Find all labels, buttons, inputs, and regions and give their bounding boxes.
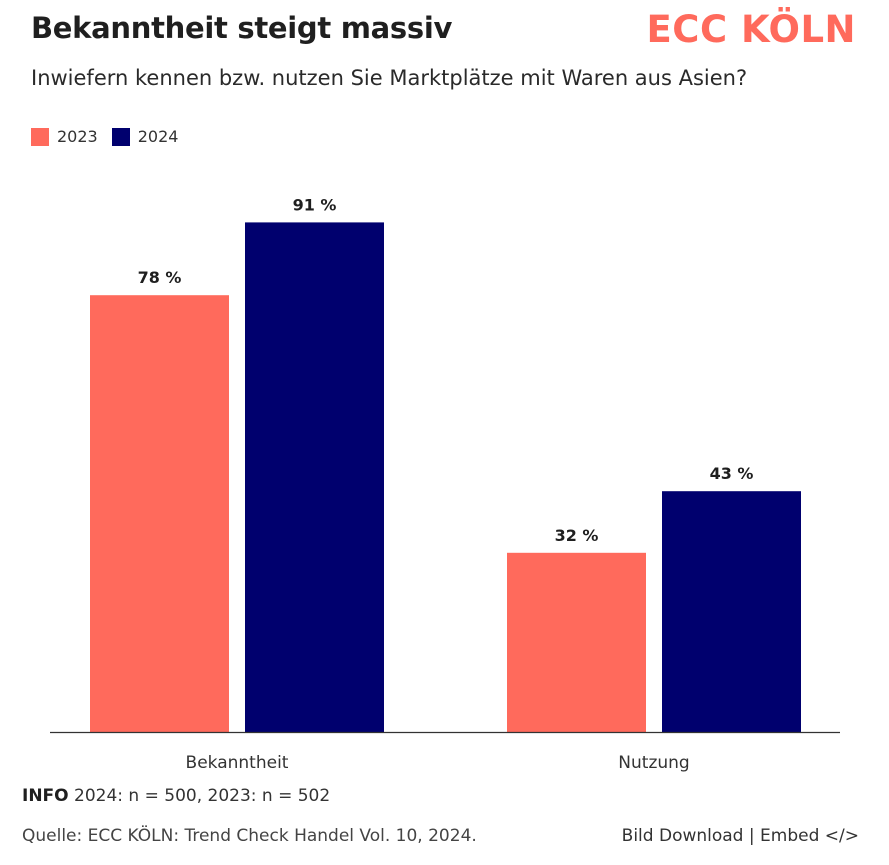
data-label-nutzung-2023: 32 % xyxy=(555,526,599,545)
legend-item-2023[interactable]: 2023 xyxy=(31,127,98,146)
legend-label-2023: 2023 xyxy=(57,127,98,146)
chart-title: Bekanntheit steigt massiv xyxy=(31,11,453,45)
legend-label-2024: 2024 xyxy=(137,127,179,146)
image-download-link[interactable]: Bild Download xyxy=(621,826,744,846)
x-tick-label-bekanntheit: Bekanntheit xyxy=(186,753,289,773)
legend: 2023 2024 xyxy=(31,127,178,146)
source-note: Quelle: ECC KÖLN: Trend Check Handel Vol… xyxy=(22,826,477,846)
bar-nutzung-2023[interactable] xyxy=(507,552,646,732)
footer-links: Bild Download | Embed </> xyxy=(622,826,859,846)
info-label: INFO xyxy=(22,786,69,806)
x-tick-label-nutzung: Nutzung xyxy=(618,753,689,773)
ecc-koeln-logo: ECC KÖLN xyxy=(646,8,856,51)
bar-nutzung-2024[interactable] xyxy=(662,491,801,732)
legend-swatch-2024 xyxy=(111,127,130,146)
bar-chart: 78 % 91 % Bekanntheit 32 % 43 % Nutzung xyxy=(50,195,840,773)
data-label-bekanntheit-2024: 91 % xyxy=(293,195,337,214)
info-text: 2024: n = 500, 2023: n = 502 xyxy=(68,786,331,806)
data-label-nutzung-2024: 43 % xyxy=(710,464,754,483)
data-label-bekanntheit-2023: 78 % xyxy=(138,268,182,287)
bar-bekanntheit-2023[interactable] xyxy=(90,295,229,732)
legend-swatch-2023 xyxy=(31,127,49,146)
embed-link[interactable]: Embed </> xyxy=(760,826,859,846)
info-note: INFO 2024: n = 500, 2023: n = 502 xyxy=(22,786,330,806)
link-separator: | xyxy=(743,826,761,846)
chart-subtitle: Inwiefern kennen bzw. nutzen Sie Marktpl… xyxy=(31,66,748,90)
bar-bekanntheit-2024[interactable] xyxy=(245,222,384,732)
legend-item-2024[interactable]: 2024 xyxy=(111,127,179,146)
